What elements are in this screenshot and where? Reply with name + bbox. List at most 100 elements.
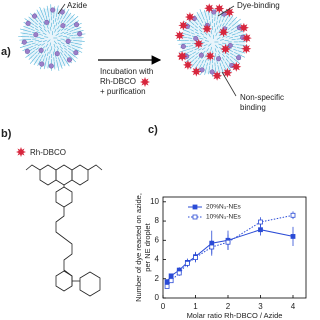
lipid bbox=[190, 29, 194, 32]
lipid bbox=[56, 8, 58, 13]
lipid bbox=[63, 15, 66, 20]
lipid bbox=[195, 21, 199, 26]
lipid bbox=[39, 19, 42, 24]
dye bbox=[212, 70, 223, 81]
azide bbox=[216, 56, 222, 62]
lipid bbox=[182, 49, 187, 52]
azide bbox=[209, 69, 215, 75]
lipid bbox=[201, 47, 206, 51]
lipid bbox=[42, 24, 46, 29]
lipid bbox=[71, 14, 75, 18]
dye-icon bbox=[16, 147, 26, 157]
lipid bbox=[208, 70, 210, 75]
lipid bbox=[204, 70, 206, 75]
lipid bbox=[35, 47, 39, 51]
lipid bbox=[23, 29, 28, 32]
label: Incubation with bbox=[100, 67, 153, 76]
lipid bbox=[72, 18, 76, 22]
lipid bbox=[194, 56, 198, 60]
x-tick-label: 1 bbox=[193, 302, 198, 311]
y-tick-label: 10 bbox=[150, 197, 159, 206]
azide bbox=[65, 38, 71, 44]
label: Rh-DBCO bbox=[100, 77, 136, 86]
plot-frame bbox=[162, 196, 307, 299]
lipid bbox=[74, 55, 78, 59]
lipid bbox=[57, 25, 60, 30]
lipid bbox=[55, 12, 58, 17]
lipid bbox=[71, 44, 75, 47]
lipid bbox=[34, 21, 38, 26]
lipid bbox=[57, 20, 61, 25]
lipid bbox=[195, 52, 200, 55]
lipid bbox=[228, 32, 233, 35]
lipid bbox=[189, 65, 193, 70]
dye bbox=[218, 27, 229, 38]
lipid bbox=[60, 19, 64, 24]
lipid bbox=[28, 33, 33, 35]
dye bbox=[174, 30, 185, 41]
lipid bbox=[58, 57, 60, 62]
marker bbox=[164, 279, 170, 285]
lipid bbox=[230, 52, 234, 56]
lipid bbox=[60, 52, 63, 56]
lipid bbox=[69, 41, 74, 44]
lipid bbox=[223, 64, 226, 69]
lipid bbox=[204, 10, 206, 15]
lipid bbox=[54, 28, 57, 33]
lipid bbox=[66, 62, 70, 67]
lipid bbox=[71, 47, 76, 50]
lipid bbox=[68, 12, 72, 17]
lipid bbox=[30, 25, 35, 29]
lipid bbox=[230, 27, 235, 31]
marker bbox=[193, 255, 198, 261]
lipid bbox=[190, 21, 195, 26]
lipid bbox=[206, 18, 209, 23]
azide bbox=[73, 50, 79, 56]
lipid bbox=[216, 20, 218, 25]
plot: 0 2 4 6 8 10 0 1 2 3 4 Molar ratio Rh-DBCO / Azide N… bbox=[134, 193, 307, 320]
azide bbox=[193, 36, 199, 42]
lipid bbox=[22, 48, 27, 52]
series-line bbox=[166, 214, 294, 287]
lipid bbox=[59, 61, 62, 66]
lipid bbox=[59, 45, 63, 50]
dye-star bbox=[16, 147, 26, 157]
lipid bbox=[44, 61, 47, 66]
lipid bbox=[209, 21, 211, 26]
lipid bbox=[203, 44, 208, 47]
droplet bbox=[174, 3, 252, 81]
panel-label: a) bbox=[1, 46, 11, 58]
lipid bbox=[68, 24, 73, 28]
lipid bbox=[61, 58, 64, 63]
lipid bbox=[31, 42, 36, 45]
lipid bbox=[217, 15, 219, 20]
lipid bbox=[57, 39, 61, 42]
dye bbox=[238, 22, 249, 33]
lipid bbox=[186, 34, 191, 36]
lipid bbox=[242, 33, 247, 36]
lipid bbox=[58, 35, 63, 37]
azide bbox=[50, 7, 56, 13]
y-tick-label: 0 bbox=[155, 293, 160, 302]
lipid bbox=[43, 28, 47, 32]
x-tick-label: 3 bbox=[258, 302, 263, 311]
lipid bbox=[44, 53, 47, 58]
lipid bbox=[70, 56, 74, 60]
lipid bbox=[53, 25, 55, 30]
lipid bbox=[38, 25, 43, 29]
lipid bbox=[225, 35, 230, 38]
azide bbox=[77, 31, 83, 37]
lipid bbox=[47, 64, 49, 69]
lipid bbox=[63, 32, 68, 34]
lipid bbox=[200, 32, 204, 36]
lipid bbox=[220, 39, 225, 41]
lipid bbox=[24, 18, 29, 22]
lipid bbox=[198, 15, 201, 20]
lipid bbox=[69, 20, 73, 24]
lipid bbox=[191, 46, 196, 49]
azide bbox=[198, 52, 204, 58]
label: Azide bbox=[67, 1, 88, 10]
lipid bbox=[57, 29, 61, 33]
lipid bbox=[66, 15, 70, 20]
lipid bbox=[39, 29, 44, 32]
